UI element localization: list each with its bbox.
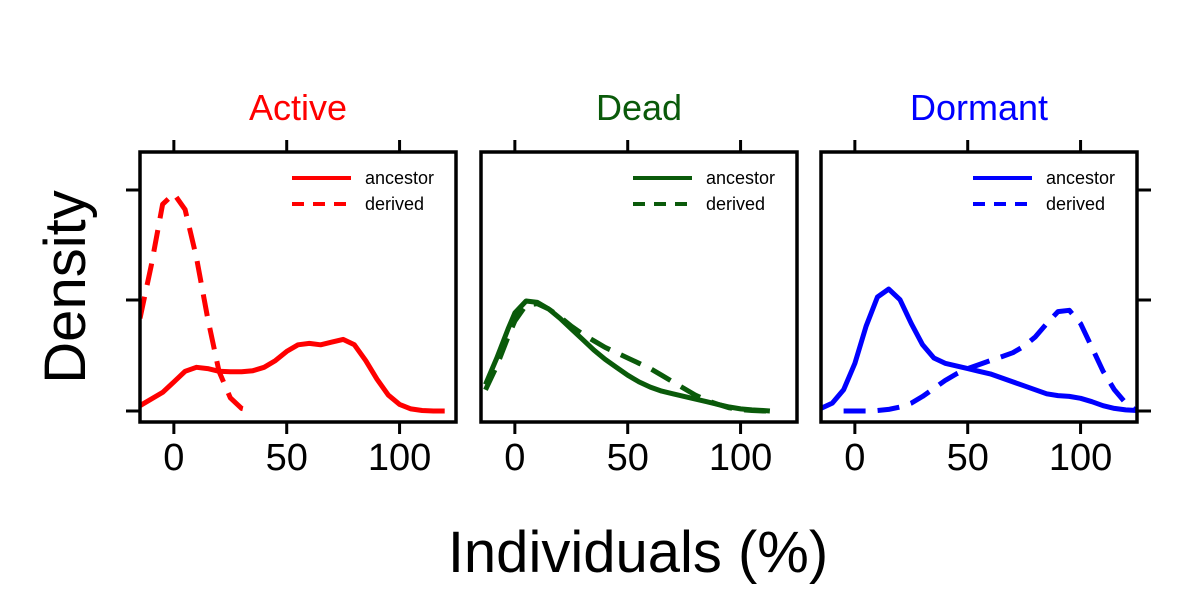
x-tick-label-active-50: 50: [266, 437, 308, 479]
series-line-dead-derived: [483, 301, 770, 414]
x-tick-label-dead-0: 0: [504, 437, 525, 479]
series-line-active-ancestor: [140, 336, 445, 414]
series-line-dormant-derived: [843, 307, 1137, 414]
panel-active: Active 0 50 100 ancestor derived: [126, 87, 458, 479]
x-tick-label-dormant-50: 50: [947, 437, 989, 479]
series-line-active-derived: [140, 191, 254, 414]
x-tick-label-dead-50: 50: [607, 437, 649, 479]
panel-frame-dormant: [819, 150, 1139, 424]
x-tick-label-active-100: 100: [368, 437, 431, 479]
x-tick-label-dead-100: 100: [709, 437, 772, 479]
curves-active: [140, 191, 445, 414]
panel-title-dormant: Dormant: [910, 87, 1048, 128]
panel-title-active: Active: [249, 87, 347, 128]
panel-title-dead: Dead: [596, 87, 682, 128]
legend-dead: ancestor derived: [633, 168, 775, 214]
panels-group: Active 0 50 100 ancestor derived Dead 0 50 100 anc…: [126, 87, 1151, 479]
legend-label-dormant-ancestor: ancestor: [1046, 168, 1115, 188]
y-axis-title: Density: [33, 190, 98, 383]
panel-frame-dead: [479, 150, 799, 424]
panel-frame-active: [138, 150, 458, 424]
legend-label-dormant-derived: derived: [1046, 194, 1105, 214]
legend-label-dead-ancestor: ancestor: [706, 168, 775, 188]
curves-dormant: [821, 286, 1137, 414]
legend-dormant: ancestor derived: [973, 168, 1115, 214]
series-line-dormant-ancestor: [821, 286, 1137, 413]
legend-active: ancestor derived: [292, 168, 434, 214]
legend-label-dead-derived: derived: [706, 194, 765, 214]
x-axis-title: Individuals (%): [448, 520, 828, 585]
x-tick-label-active-0: 0: [163, 437, 184, 479]
legend-label-active-derived: derived: [365, 194, 424, 214]
panel-dead: Dead 0 50 100 ancestor derived: [479, 87, 799, 479]
x-tick-label-dormant-100: 100: [1049, 437, 1112, 479]
x-tick-label-dormant-0: 0: [844, 437, 865, 479]
panel-dormant: Dormant 0 50 100 ancestor derived: [819, 87, 1151, 479]
curves-dead: [483, 298, 771, 414]
legend-label-active-ancestor: ancestor: [365, 168, 434, 188]
